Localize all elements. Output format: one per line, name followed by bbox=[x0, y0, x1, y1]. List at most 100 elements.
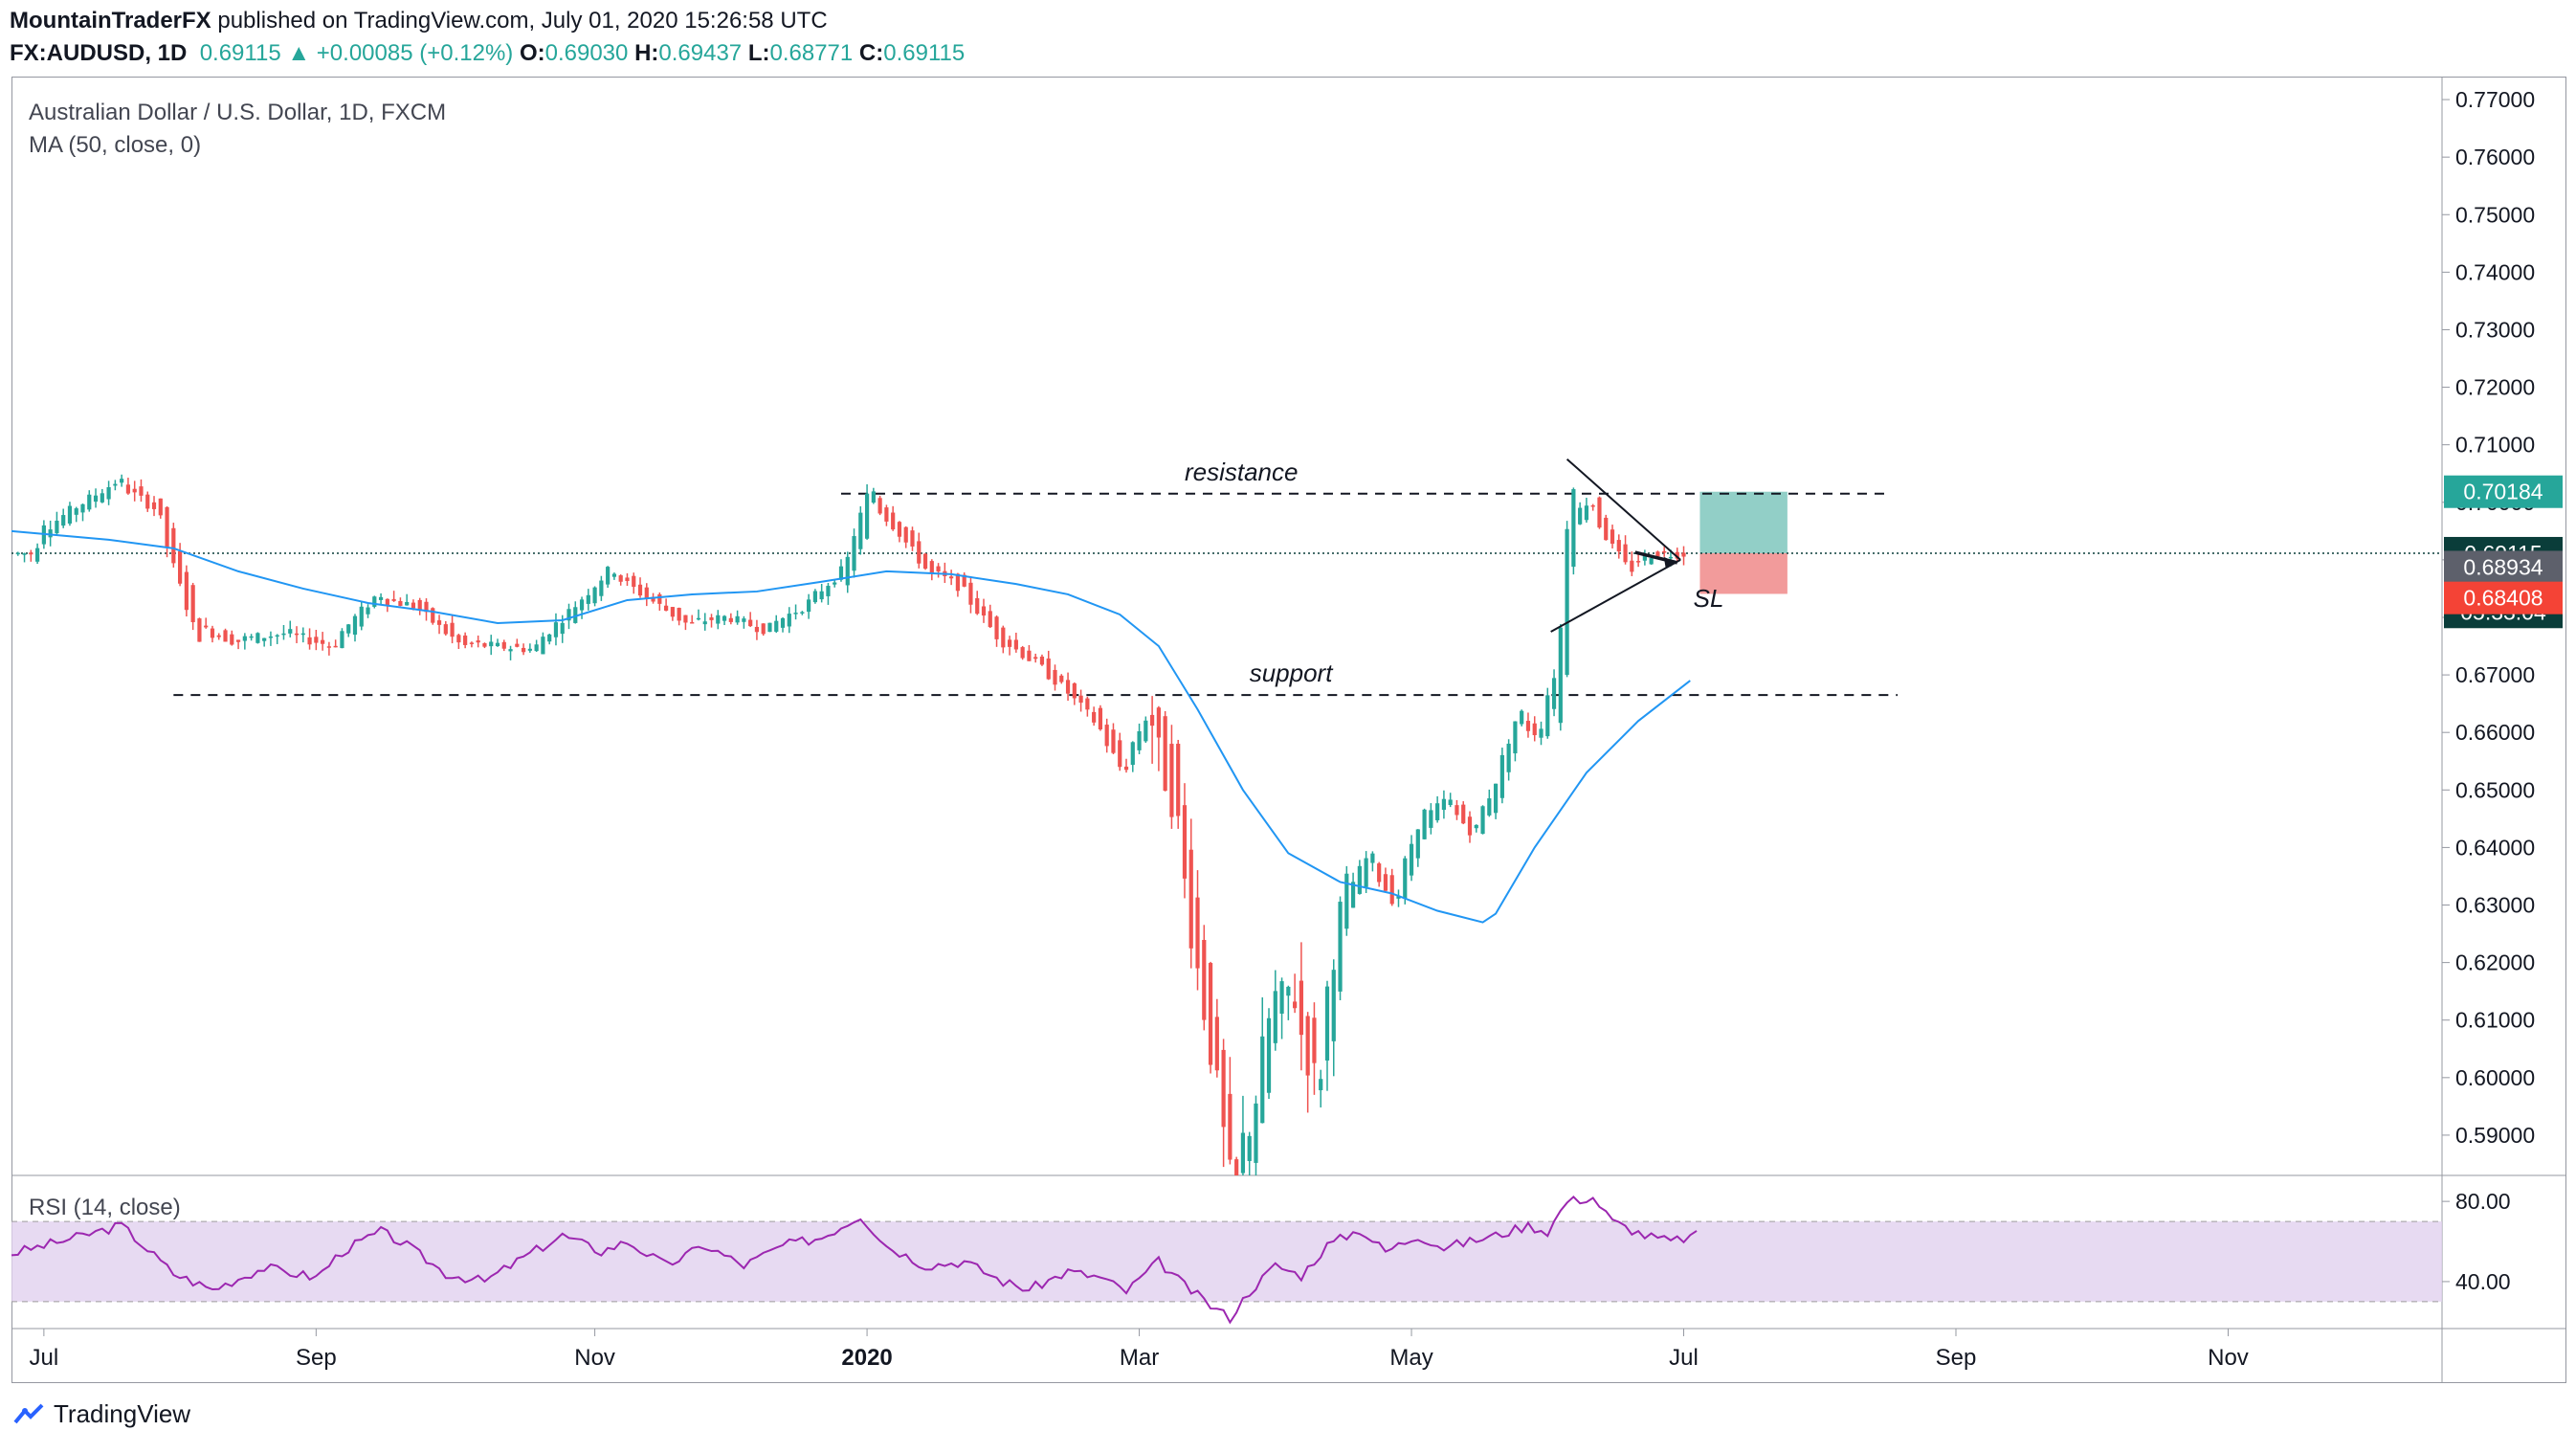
candle-body bbox=[852, 536, 856, 571]
rsi-band bbox=[11, 1221, 2442, 1302]
candle-body bbox=[1681, 552, 1686, 557]
candle-body bbox=[1092, 711, 1097, 723]
candle-body bbox=[1551, 678, 1557, 709]
candle-body bbox=[553, 622, 559, 637]
candle-body bbox=[1662, 550, 1667, 553]
time-tick-label: 2020 bbox=[841, 1345, 892, 1371]
candle-body bbox=[891, 512, 896, 530]
candle-body bbox=[1649, 558, 1654, 565]
candle-body bbox=[1188, 849, 1193, 949]
candle-body bbox=[1098, 707, 1103, 730]
candle-body bbox=[1675, 551, 1679, 559]
candle-body bbox=[1461, 804, 1466, 824]
candle-body bbox=[314, 637, 319, 643]
candle-body bbox=[599, 580, 604, 596]
candle-body bbox=[171, 527, 176, 564]
sl-annotation: SL bbox=[1694, 584, 1724, 613]
triangle-lower-line bbox=[1550, 559, 1681, 633]
candle-body bbox=[326, 646, 331, 648]
candle-body bbox=[1604, 517, 1609, 541]
candle-body bbox=[346, 624, 351, 634]
candle-body bbox=[165, 506, 169, 548]
candle-body bbox=[1338, 902, 1343, 992]
close-value: 0.69115 bbox=[883, 40, 966, 66]
candle-body bbox=[178, 550, 183, 584]
candle-body bbox=[1331, 970, 1336, 1041]
candle-body bbox=[742, 618, 746, 622]
candle-body bbox=[1156, 707, 1161, 738]
candle-body bbox=[230, 634, 234, 645]
candle-body bbox=[1525, 721, 1531, 731]
candle-body bbox=[884, 507, 889, 522]
candle-body bbox=[482, 643, 487, 647]
candle-body bbox=[592, 587, 597, 604]
candle-body bbox=[1364, 858, 1368, 887]
target-price-badge bbox=[2444, 475, 2563, 508]
candle-body bbox=[515, 643, 520, 647]
price-tick-label: 0.62000 bbox=[2455, 950, 2535, 975]
candle-body bbox=[1513, 721, 1518, 754]
candle-body bbox=[917, 541, 922, 564]
price-tick-label: 0.73000 bbox=[2455, 317, 2535, 342]
candle-body bbox=[1319, 1079, 1323, 1091]
candle-body bbox=[385, 598, 389, 606]
price-tick-label: 0.77000 bbox=[2455, 87, 2535, 112]
close-label: C: bbox=[858, 40, 884, 66]
candle-body bbox=[1655, 551, 1660, 557]
candle-body bbox=[632, 575, 636, 588]
candle-body bbox=[61, 515, 66, 526]
candle-body bbox=[547, 634, 552, 642]
candle-body bbox=[968, 582, 973, 605]
author-name[interactable]: MountainTraderFX bbox=[10, 8, 211, 34]
candle-body bbox=[443, 624, 448, 635]
candle-body bbox=[910, 530, 915, 547]
candle-body bbox=[1144, 720, 1148, 742]
high-label: H: bbox=[634, 40, 659, 66]
candle-body bbox=[709, 617, 714, 620]
candle-body bbox=[1266, 1017, 1272, 1093]
candle-body bbox=[1104, 725, 1109, 747]
rsi-legend[interactable]: RSI (14, close) bbox=[29, 1195, 181, 1220]
candle-body bbox=[1403, 858, 1408, 900]
candle-body bbox=[1383, 874, 1388, 891]
candle-body bbox=[858, 512, 863, 549]
candle-body bbox=[994, 616, 999, 639]
candle-body bbox=[1169, 744, 1174, 817]
stop-price-badge bbox=[2444, 581, 2563, 615]
candle-body bbox=[651, 596, 655, 602]
candle-body bbox=[106, 486, 111, 500]
candle-body bbox=[1260, 1036, 1265, 1124]
publish-info: MountainTraderFX published on TradingVie… bbox=[10, 8, 828, 34]
candle-body bbox=[405, 601, 410, 606]
candle-body bbox=[1027, 650, 1032, 661]
candle-body bbox=[1616, 540, 1621, 552]
candle-body bbox=[534, 644, 539, 652]
candle-body bbox=[378, 596, 384, 600]
symbol-label: FX:AUDUSD, 1D bbox=[10, 40, 188, 66]
candle-body bbox=[184, 571, 189, 611]
candle-body bbox=[1254, 1103, 1258, 1163]
candle-body bbox=[1111, 729, 1116, 753]
candle-body bbox=[541, 637, 545, 655]
candle-body bbox=[1344, 873, 1349, 929]
candle-body bbox=[1467, 816, 1473, 836]
candle-body bbox=[1474, 824, 1478, 829]
candle-body bbox=[877, 498, 882, 514]
candle-body bbox=[527, 648, 532, 651]
candle-body bbox=[1584, 505, 1589, 521]
candle-body bbox=[1118, 740, 1122, 768]
candle-body bbox=[508, 649, 513, 652]
candle-body bbox=[586, 594, 590, 604]
candle-body bbox=[1571, 489, 1576, 568]
tradingview-brand[interactable]: TradingView bbox=[13, 1399, 190, 1429]
candle-body bbox=[988, 611, 992, 628]
candle-body bbox=[210, 628, 215, 638]
candle-body bbox=[1046, 658, 1051, 680]
candle-body bbox=[748, 619, 753, 627]
candle-body bbox=[1377, 863, 1382, 883]
candle-body bbox=[431, 608, 435, 623]
candle-body bbox=[55, 521, 59, 534]
candle-body bbox=[566, 609, 571, 621]
ma-legend[interactable]: MA (50, close, 0) bbox=[29, 132, 202, 158]
